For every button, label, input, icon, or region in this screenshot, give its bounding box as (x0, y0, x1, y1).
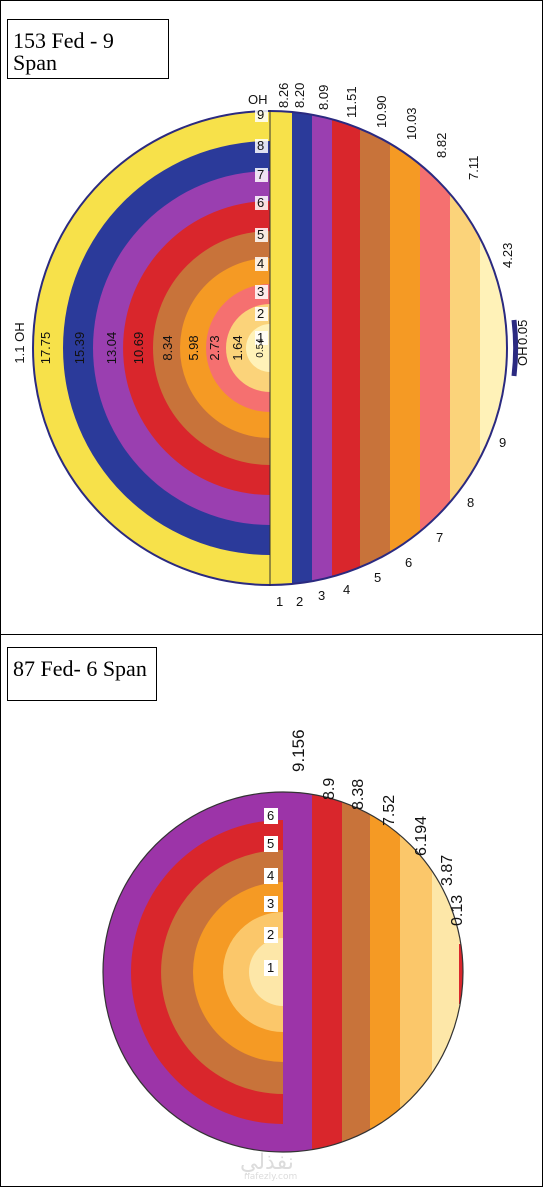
span-diagram-bottom: 6 5 4 3 2 1 9.156 8.9 8.38 7.52 6.194 3.87 0.13 (102, 729, 466, 1153)
ring-label: 4 (257, 256, 264, 271)
ring-label-bg (264, 868, 278, 884)
ring-value: 13.04 (104, 332, 119, 365)
strip-top-value: 10.03 (404, 107, 419, 140)
strip-top-value: 8.09 (316, 85, 331, 110)
ring-value: 1.64 (230, 335, 245, 360)
ring-label: 3 (267, 896, 274, 911)
oh-label-top: OH (248, 92, 268, 107)
ring-label-bg (264, 927, 278, 943)
strip-band (420, 111, 451, 585)
strip-top-value: 0.13 (449, 895, 466, 926)
ring-label-bg (255, 331, 268, 345)
ring-label-bg (264, 808, 278, 824)
strip-bottom-label: 8 (467, 495, 474, 510)
strip-top-value: 7.11 (466, 156, 481, 180)
ring-label: 7 (257, 167, 264, 182)
ring-value: 0.54 (255, 338, 266, 358)
strip-top-value: 8.9 (321, 778, 338, 800)
ring-label-bg (264, 836, 278, 852)
ring-label: 8 (257, 138, 264, 153)
strip-group (283, 792, 463, 1152)
strip-band (459, 944, 463, 1004)
strip-band (432, 792, 463, 1152)
ring-label: 6 (267, 808, 274, 823)
ring-label: 3 (257, 284, 264, 299)
strip-band (342, 792, 371, 1152)
ring-label: 5 (257, 227, 264, 242)
ring-label-bg (264, 960, 278, 976)
strip-bottom-label: 7 (436, 530, 443, 545)
strip-bottom-label: 1 (276, 594, 283, 609)
strip-top-value: 6.194 (413, 816, 430, 856)
ring-label-bg (255, 168, 268, 182)
strip-top-value: 11.51 (344, 86, 359, 118)
ring-value: 8.34 (160, 335, 175, 360)
ring-label-bg (255, 307, 268, 321)
ring-label-bg (255, 257, 268, 271)
watermark-logo: نفذلي (240, 1150, 294, 1175)
strip-band (370, 792, 401, 1152)
strip-top-value: 8.20 (292, 83, 307, 108)
watermark-url: nafezly.com (244, 1172, 298, 1182)
ring-value: 10.69 (131, 332, 146, 365)
strip-band (292, 111, 313, 585)
oh-label-right: OH (515, 347, 530, 367)
strip-band (312, 111, 333, 585)
strip-bottom-label: 9 (499, 435, 506, 450)
ring-value: 15.39 (72, 332, 87, 365)
strip-top-value: 8.26 (276, 83, 291, 108)
strip-band (332, 111, 361, 585)
ring-label: 4 (267, 868, 274, 883)
strip-band (270, 111, 293, 585)
strip-bottom-label: 2 (296, 594, 303, 609)
ring-label: 2 (257, 306, 264, 321)
strip-bottom-label: 5 (374, 570, 381, 585)
ring-label-bg (255, 108, 268, 122)
strip-top-value: 9.156 (289, 729, 308, 772)
strip-top-value: 7.52 (381, 795, 398, 826)
strip-band (312, 792, 343, 1152)
ring-value: 5.98 (186, 335, 201, 360)
ring-label: 6 (257, 195, 264, 210)
oh-arc (511, 319, 519, 377)
diagram-title-top: 153 Fed - 9 Span (7, 19, 169, 79)
ring-label-bg (255, 196, 268, 210)
ring-label-bg (255, 285, 268, 299)
strip-top-value: 10.90 (374, 95, 389, 128)
strip-group (270, 111, 507, 585)
ring-value: 17.75 (38, 332, 53, 365)
ring-label: 5 (267, 836, 274, 851)
outer-circle (102, 791, 464, 1153)
strip-bottom-label: 3 (318, 588, 325, 603)
outer-left-label: 1.1 OH (12, 322, 27, 363)
strip-bottom-label: 4 (343, 582, 350, 597)
strip-top-value: 8.82 (434, 133, 449, 158)
strip-top-value: 0.05 (515, 320, 530, 345)
strip-top-value: 4.23 (500, 243, 515, 268)
strip-band (283, 792, 313, 1152)
ring-label: 1 (267, 960, 274, 975)
span-diagram-top: 9876543210.541.642.735.988.3410.6913.041… (12, 83, 530, 609)
strip-band (360, 111, 391, 585)
ring-label: 9 (257, 107, 264, 122)
strip-top-value: 3.87 (439, 855, 456, 886)
strip-top-value: 8.38 (350, 779, 367, 810)
strip-bottom-label: 6 (405, 555, 412, 570)
ring-value: 2.73 (207, 335, 222, 360)
diagram-title-bottom: 87 Fed- 6 Span (7, 647, 157, 701)
ring-label: 1 (257, 330, 264, 345)
ring-label-bg (255, 139, 268, 153)
ring-label: 2 (267, 927, 274, 942)
ring-label-bg (255, 228, 268, 242)
ring-label-bg (264, 896, 278, 912)
strip-band (390, 111, 421, 585)
